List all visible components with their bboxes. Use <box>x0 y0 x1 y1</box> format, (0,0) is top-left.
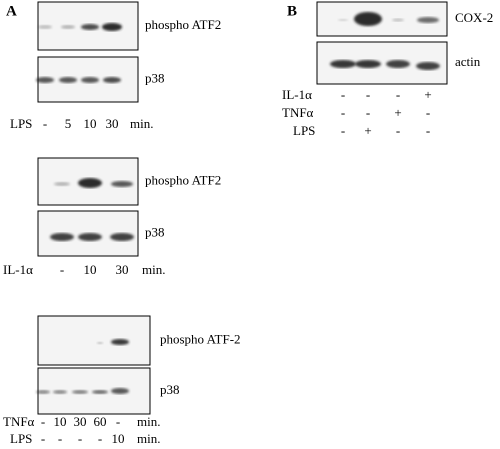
row-label: TNFα <box>3 414 35 429</box>
blot <box>37 315 151 366</box>
lane-label: 60 <box>94 414 107 429</box>
unit-label: min. <box>142 262 165 277</box>
lane-label: + <box>364 123 371 138</box>
lane-label: 10 <box>84 262 97 277</box>
blot-label: phospho ATF2 <box>145 17 221 32</box>
unit-label: min. <box>137 431 160 446</box>
lane-label: - <box>341 87 345 102</box>
lane-label: 30 <box>74 414 87 429</box>
band <box>102 23 122 31</box>
lane-label: + <box>394 105 401 120</box>
band <box>50 233 74 241</box>
band <box>59 77 77 83</box>
lane-label: - <box>341 123 345 138</box>
band <box>355 60 381 68</box>
unit-label: min. <box>137 414 160 429</box>
band <box>330 60 356 68</box>
band <box>54 182 70 186</box>
row-label: LPS <box>293 123 315 138</box>
band <box>103 77 121 83</box>
row-label: IL-1α <box>282 87 312 102</box>
band <box>53 390 67 394</box>
band <box>416 62 440 70</box>
lane-label: 10 <box>84 116 97 131</box>
row-label: IL-1α <box>3 262 33 277</box>
lane-label: - <box>426 123 430 138</box>
lane-label: - <box>41 431 45 446</box>
blot-label: p38 <box>145 70 165 85</box>
band <box>354 12 382 26</box>
lane-label: - <box>366 105 370 120</box>
lane-label: - <box>98 431 102 446</box>
lane-label: - <box>58 431 62 446</box>
panel-label: A <box>6 3 17 19</box>
blot-label: p38 <box>160 382 180 397</box>
blot-label: COX-2 <box>455 10 493 25</box>
band <box>417 17 439 23</box>
row-label: TNFα <box>282 105 314 120</box>
lane-label: - <box>41 414 45 429</box>
band <box>338 19 348 21</box>
unit-label: min. <box>130 116 153 131</box>
band <box>92 390 108 394</box>
band <box>110 233 134 241</box>
lane-label: - <box>78 431 82 446</box>
blot-label: phospho ATF-2 <box>160 331 241 346</box>
band <box>81 77 99 83</box>
band <box>61 25 75 29</box>
lane-label: - <box>426 105 430 120</box>
band <box>78 178 102 188</box>
band <box>38 25 52 29</box>
band <box>386 60 410 68</box>
lane-label: 30 <box>116 262 129 277</box>
band <box>97 342 103 344</box>
lane-label: 10 <box>54 414 67 429</box>
band <box>111 388 129 394</box>
band <box>36 77 54 83</box>
row-label: LPS <box>10 431 32 446</box>
lane-label: 30 <box>106 116 119 131</box>
band <box>111 339 129 345</box>
band <box>81 24 99 30</box>
panel-label: B <box>287 3 297 19</box>
lane-label: + <box>424 87 431 102</box>
lane-label: - <box>366 87 370 102</box>
blot-label: phospho ATF2 <box>145 172 221 187</box>
lane-label: - <box>396 87 400 102</box>
lane-label: - <box>60 262 64 277</box>
band <box>111 181 133 187</box>
blot-label: p38 <box>145 224 165 239</box>
blot-label: actin <box>455 54 481 69</box>
lane-label: 10 <box>112 431 125 446</box>
lane-label: - <box>116 414 120 429</box>
band <box>392 18 404 22</box>
lane-label: - <box>396 123 400 138</box>
band <box>78 233 102 241</box>
row-label: LPS <box>10 116 32 131</box>
lane-label: 5 <box>65 116 72 131</box>
band <box>72 390 88 394</box>
lane-label: - <box>43 116 47 131</box>
band <box>36 390 50 394</box>
lane-label: - <box>341 105 345 120</box>
